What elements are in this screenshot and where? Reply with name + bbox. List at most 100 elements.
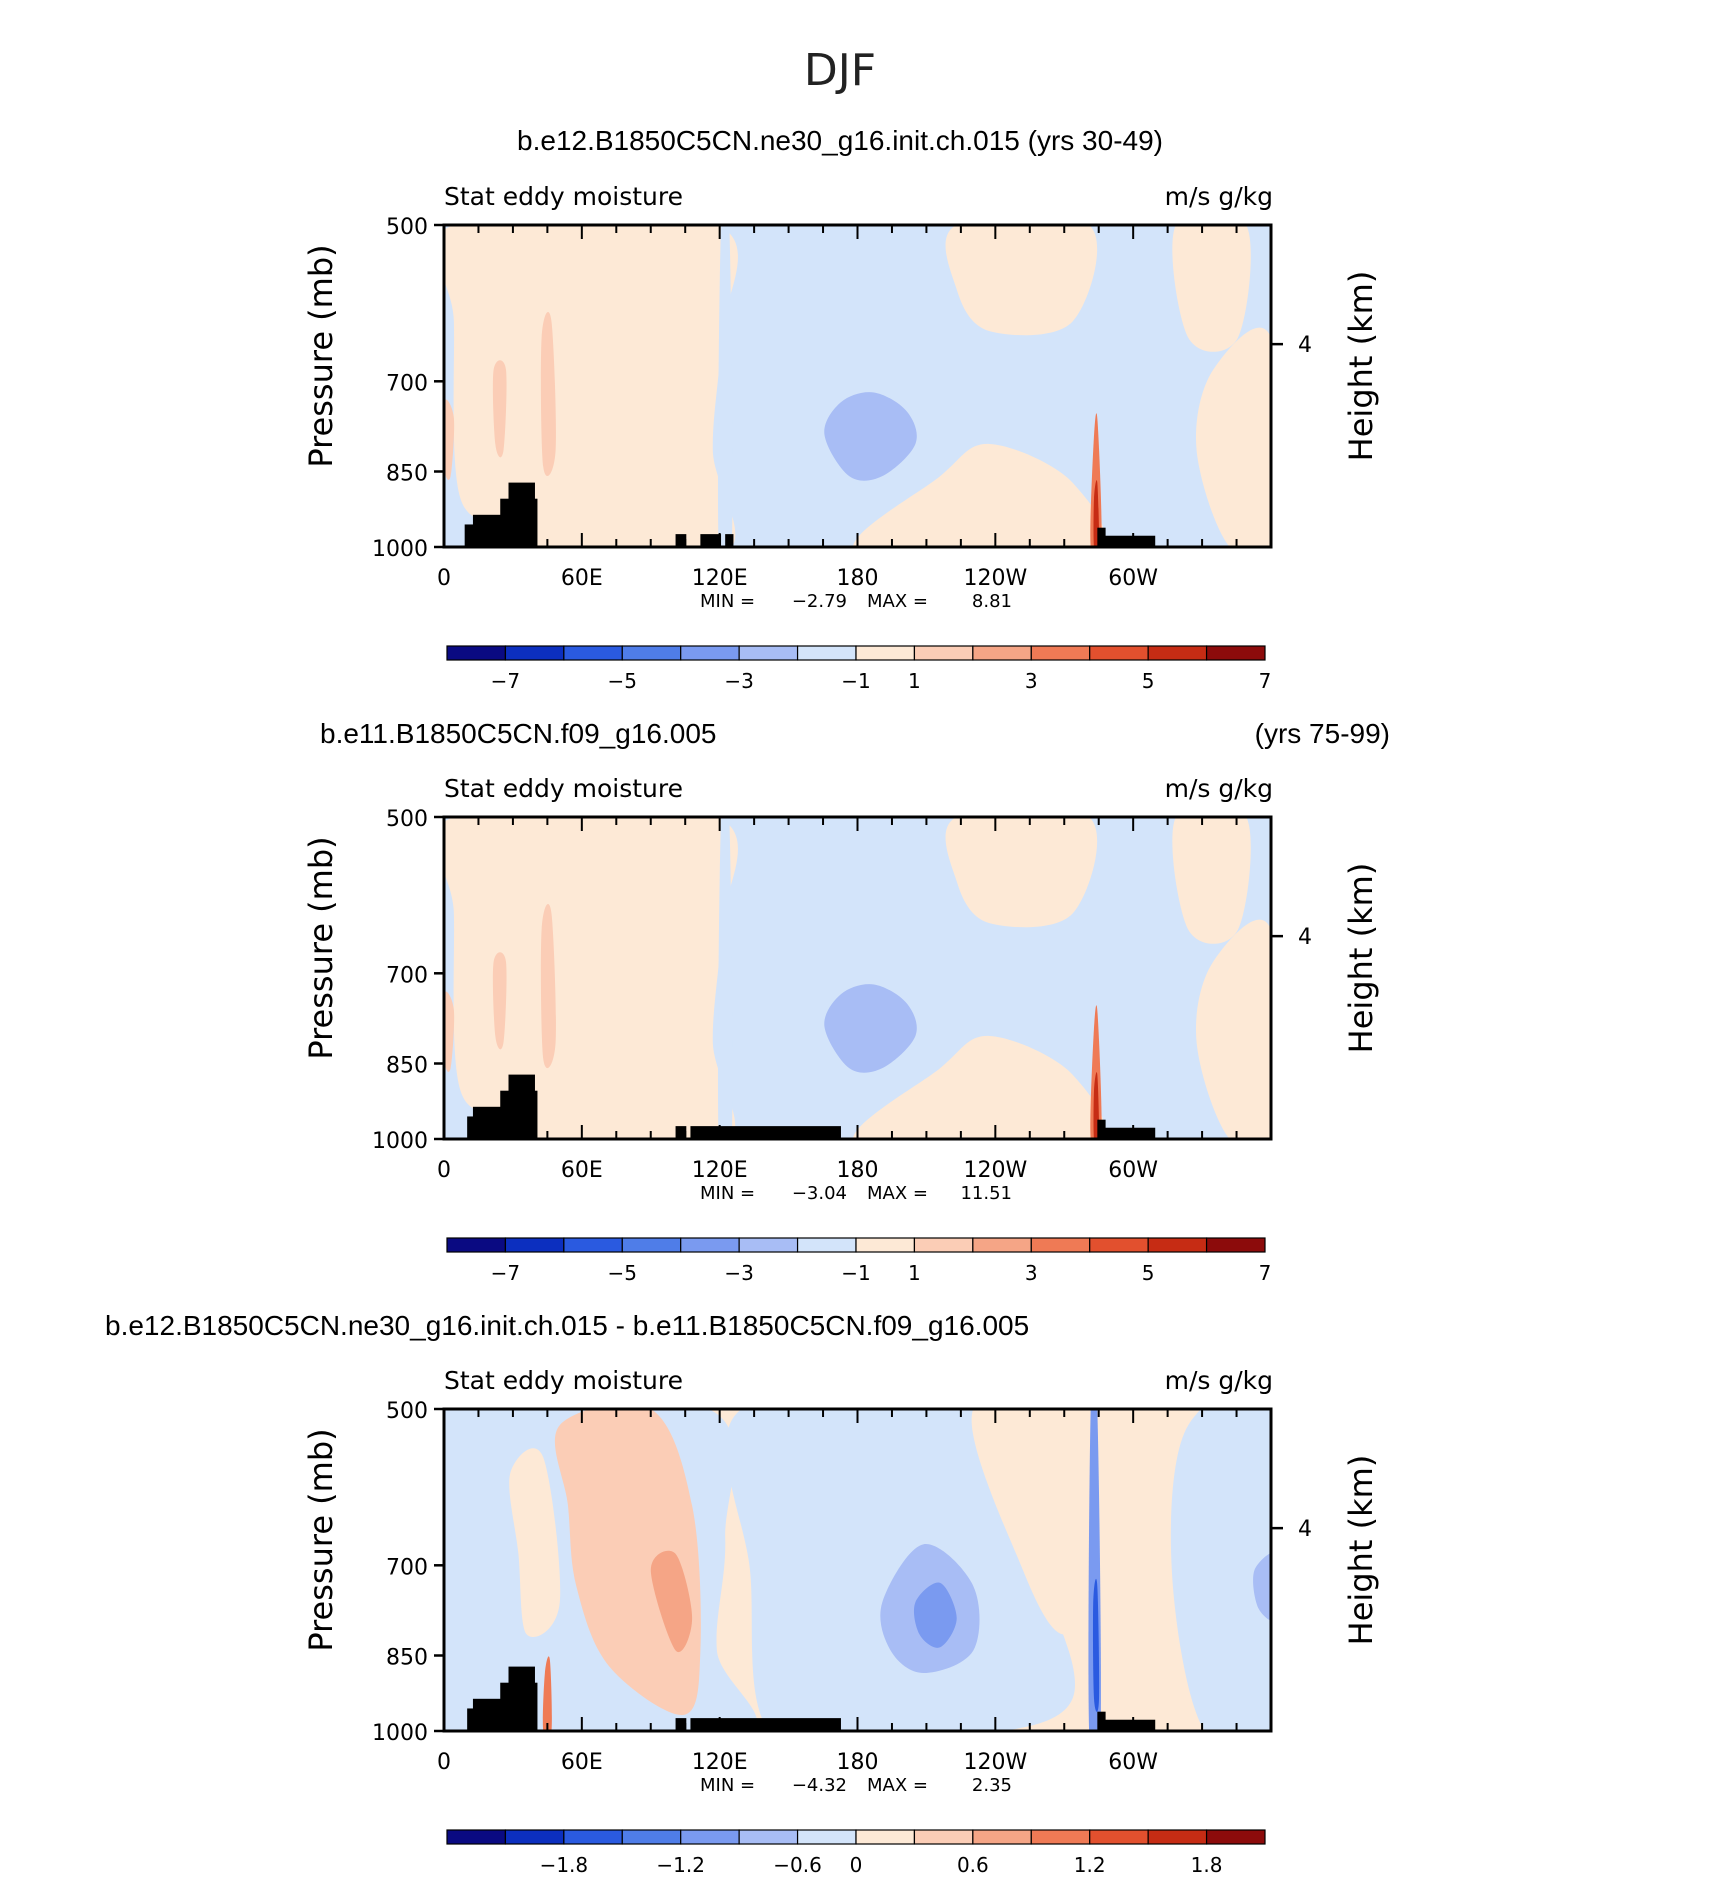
x-tick-label: 60W xyxy=(1108,566,1158,591)
colorbar-box xyxy=(680,1237,740,1253)
colorbar-label: 1.8 xyxy=(1191,1853,1223,1877)
season-title: DJF xyxy=(804,45,876,96)
colorbar-box xyxy=(446,1237,507,1253)
colorbar-box xyxy=(972,645,1032,661)
colorbar-box xyxy=(855,1237,916,1253)
land-mask xyxy=(472,1106,502,1139)
land-mask xyxy=(1101,1127,1156,1139)
y-tick-label: 1000 xyxy=(372,1721,428,1746)
colorbar-box xyxy=(680,645,740,661)
land-mask xyxy=(526,1682,538,1731)
colorbar-label: −7 xyxy=(491,669,520,693)
colorbar-box xyxy=(913,645,974,661)
colorbar-box xyxy=(563,645,623,661)
colorbar-box xyxy=(1205,1829,1266,1845)
colorbar-box xyxy=(563,1829,623,1845)
y2-axis-label: Height (km) xyxy=(1342,271,1380,462)
x-tick-label: 60E xyxy=(561,1750,603,1775)
y2-axis-label: Height (km) xyxy=(1342,1455,1380,1646)
colorbar-box xyxy=(446,645,507,661)
contour-positive-streak xyxy=(540,312,556,477)
y-tick-label: 1000 xyxy=(372,1129,428,1154)
contour-negative-core xyxy=(824,984,917,1073)
panel-title: b.e12.B1850C5CN.ne30_g16.init.ch.015 - b… xyxy=(105,1310,1029,1341)
contour-spike xyxy=(542,1656,552,1731)
units-label: m/s g/kg xyxy=(1165,182,1273,211)
colorbar-box xyxy=(621,645,682,661)
colorbar-label: −1.8 xyxy=(540,1853,589,1877)
colorbar-box xyxy=(1205,1237,1266,1253)
colorbar-label: 1 xyxy=(908,1261,921,1285)
x-tick-label: 120E xyxy=(692,1750,748,1775)
colorbar-box xyxy=(1147,1829,1208,1845)
max-label: MAX = xyxy=(867,1775,928,1796)
land-mask xyxy=(472,1698,502,1731)
contour-negative-core xyxy=(913,1582,957,1648)
y-axis-label: Pressure (mb) xyxy=(302,836,340,1059)
min-label: MIN = xyxy=(700,591,755,612)
y-axis-label: Pressure (mb) xyxy=(302,244,340,467)
x-tick-label: 120E xyxy=(692,1158,748,1183)
colorbar-label: 3 xyxy=(1025,1261,1038,1285)
colorbar-label: 3 xyxy=(1025,669,1038,693)
x-tick-label: 0 xyxy=(437,1158,451,1183)
panel-title-right: (yrs 75-99) xyxy=(1255,718,1390,749)
panel-title: b.e12.B1850C5CN.ne30_g16.init.ch.015 (yr… xyxy=(517,125,1163,156)
contour-spike xyxy=(1090,1005,1102,1139)
colorbar-label: −3 xyxy=(724,669,753,693)
y2-tick-label: 4 xyxy=(1298,925,1312,950)
contour-negative-streak xyxy=(717,817,733,1139)
panels-group: b.e12.B1850C5CN.ne30_g16.init.ch.015 (yr… xyxy=(105,125,1390,1877)
x-tick-label: 120W xyxy=(963,1158,1027,1183)
colorbar-box xyxy=(621,1237,682,1253)
max-value: 11.51 xyxy=(960,1183,1012,1204)
colorbar-box xyxy=(563,1237,623,1253)
land-mask xyxy=(725,534,734,547)
colorbar-box xyxy=(738,1829,799,1845)
contour-positive xyxy=(945,817,1098,928)
contour-positive-streak xyxy=(492,952,507,1050)
units-label: m/s g/kg xyxy=(1165,1366,1273,1395)
contour-positive xyxy=(853,1035,1105,1139)
colorbar-label: −5 xyxy=(608,1261,637,1285)
land-mask xyxy=(1101,535,1156,547)
contour-positive xyxy=(1172,225,1251,352)
colorbar-label: −3 xyxy=(724,1261,753,1285)
x-tick-label: 120E xyxy=(692,566,748,591)
contour-negative-core xyxy=(1253,1552,1271,1621)
y-tick-label: 1000 xyxy=(372,537,428,562)
colorbar-box xyxy=(855,1829,916,1845)
x-tick-label: 60W xyxy=(1108,1750,1158,1775)
contour-positive xyxy=(509,1448,561,1638)
colorbar-label: 1.2 xyxy=(1074,1853,1106,1877)
x-tick-label: 60E xyxy=(561,566,603,591)
contour-spike xyxy=(1092,1578,1100,1712)
colorbar-label: 0 xyxy=(850,1853,863,1877)
colorbar-box xyxy=(1205,645,1266,661)
x-tick-label: 180 xyxy=(837,1750,879,1775)
colorbar-label: 5 xyxy=(1142,669,1155,693)
land-mask xyxy=(526,498,538,547)
colorbar-box xyxy=(1030,1237,1091,1253)
x-tick-label: 0 xyxy=(437,566,451,591)
max-value: 8.81 xyxy=(972,591,1012,612)
colorbar-label: −1 xyxy=(841,1261,870,1285)
panel-title: b.e11.B1850C5CN.f09_g16.005 xyxy=(320,718,716,749)
contour-field xyxy=(444,1409,1271,1731)
land-mask xyxy=(1101,1719,1156,1731)
colorbar-box xyxy=(1147,1237,1208,1253)
land-mask xyxy=(700,534,722,547)
contour-positive xyxy=(853,443,1105,547)
contour-positive-streak xyxy=(444,991,455,1072)
contour-positive xyxy=(554,1409,701,1715)
land-mask xyxy=(472,514,502,547)
colorbar: −7 −5 −3 −1 1 3 5 7 xyxy=(446,1237,1271,1285)
colorbar-box xyxy=(504,645,565,661)
colorbar: −1.8 −1.2 −0.6 0 0.6 1.2 1.8 xyxy=(446,1829,1266,1877)
colorbar-box xyxy=(446,1829,507,1845)
colorbar-box xyxy=(1089,645,1149,661)
min-value: −2.79 xyxy=(792,591,847,612)
contour-positive xyxy=(1196,327,1271,547)
y-tick-label: 500 xyxy=(386,215,428,240)
